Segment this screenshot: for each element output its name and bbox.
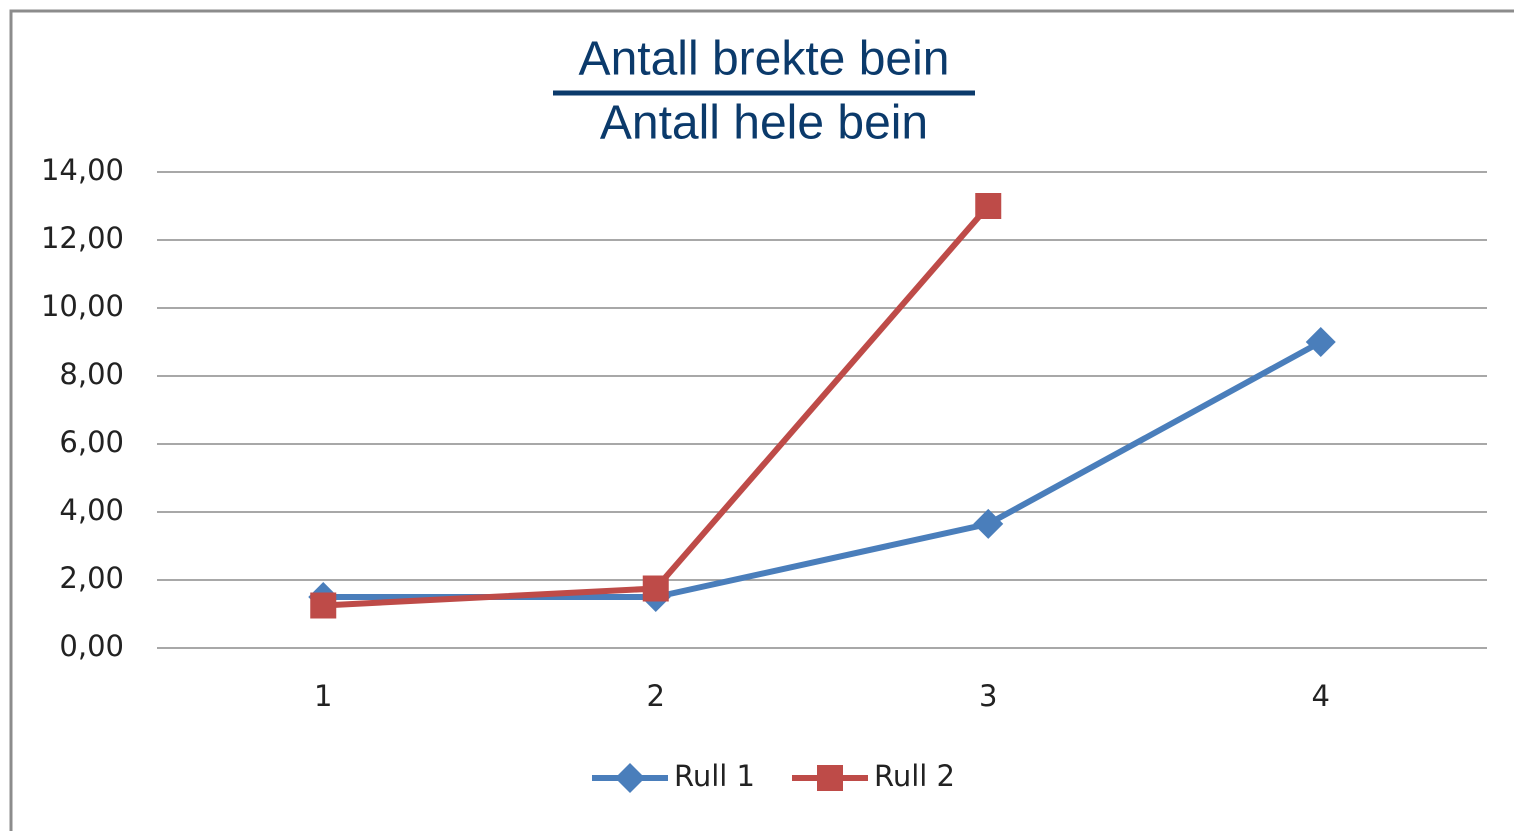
legend-marker [615,763,645,793]
data-point [973,508,1004,539]
title-denominator: Antall hele bein [600,97,928,150]
y-tick-label: 12,00 [41,221,124,255]
x-tick-label: 4 [1312,679,1330,713]
y-tick-label: 4,00 [59,493,124,527]
y-tick-label: 0,00 [59,629,124,663]
data-point [310,592,337,619]
legend-label: Rull 1 [674,759,755,793]
title-numerator: Antall brekte bein [579,33,950,86]
chart-frame [9,9,1514,831]
data-point [642,575,669,602]
y-tick-label: 2,00 [59,561,124,595]
legend-marker [817,765,843,791]
y-tick-label: 10,00 [41,289,124,323]
y-tick-label: 8,00 [59,357,124,391]
legend-label: Rull 2 [874,759,955,793]
data-point [975,193,1002,219]
y-tick-label: 14,00 [41,153,124,187]
data-point [1305,327,1336,357]
x-tick-label: 2 [647,679,665,713]
x-tick-label: 1 [314,679,332,713]
x-tick-label: 3 [979,679,997,713]
y-tick-label: 6,00 [59,425,124,459]
